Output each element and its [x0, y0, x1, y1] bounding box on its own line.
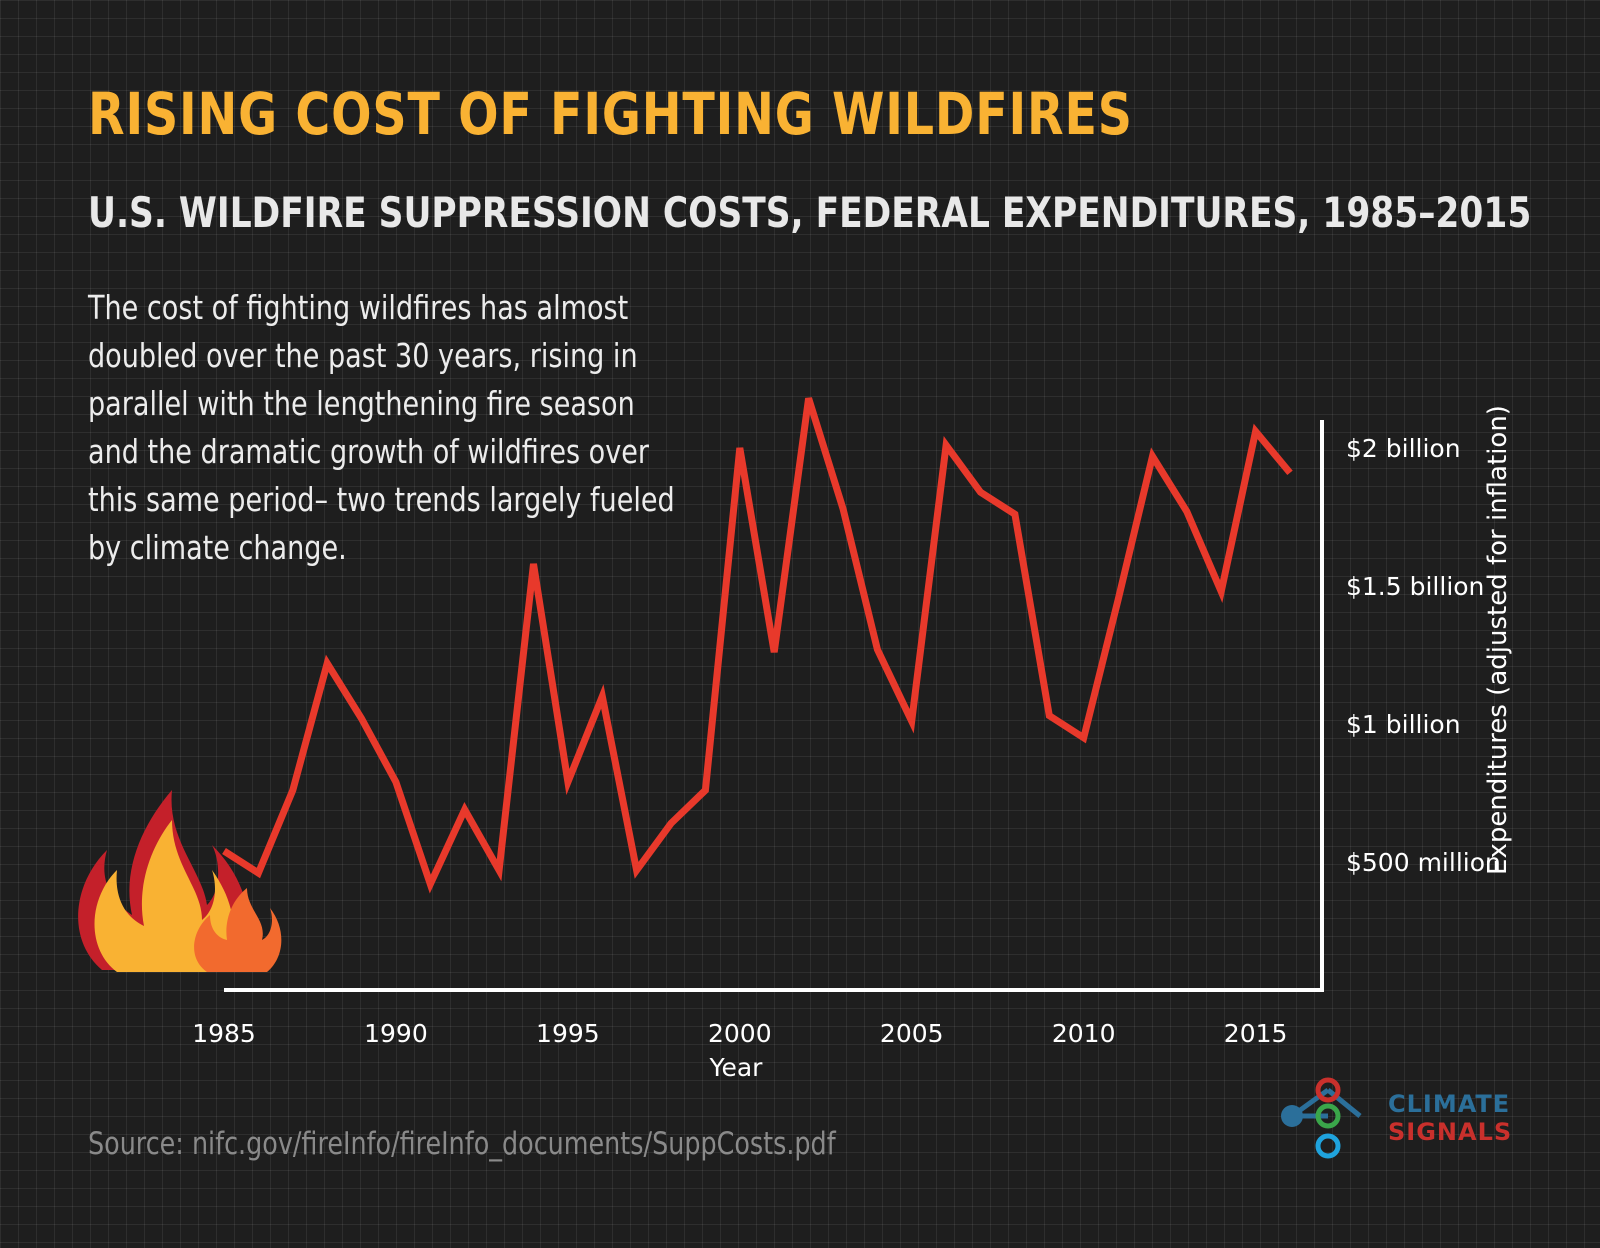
chart-ticks: 1985 1990 1995 2000 2005 2010 2015 Year $500 mil…	[192, 405, 1513, 1082]
logo-text-climate: CLIMATE	[1388, 1090, 1511, 1118]
x-tick-label-1995: 1995	[536, 1019, 600, 1048]
chart-title: RISING COST OF FIGHTING WILDFIRES	[88, 80, 1133, 148]
x-tick-label-2000: 2000	[708, 1019, 772, 1048]
x-tick-label-2005: 2005	[880, 1019, 944, 1048]
x-axis-label: Year	[709, 1053, 764, 1082]
y-tick-label-2000: $2 billion	[1346, 434, 1461, 463]
chart-description: The cost of fighting wildfires has almos…	[88, 288, 675, 567]
logo-mark-icon	[1281, 1077, 1362, 1159]
chart-subtitle: U.S. WILDFIRE SUPPRESSION COSTS, FEDERAL…	[88, 188, 1532, 237]
chart-axes	[224, 420, 1324, 992]
x-tick-label-2010: 2010	[1052, 1019, 1116, 1048]
x-tick-label-2015: 2015	[1224, 1019, 1288, 1048]
y-tick-label-1500: $1.5 billion	[1346, 572, 1484, 601]
source-note: Source: nifc.gov/fireInfo/fireInfo_docum…	[88, 1126, 836, 1162]
climate-signals-logo: CLIMATE SIGNALS	[1278, 1070, 1518, 1166]
x-tick-label-1990: 1990	[364, 1019, 428, 1048]
flame-icon	[78, 790, 282, 972]
logo-text-signals: SIGNALS	[1388, 1118, 1513, 1146]
y-tick-label-1000: $1 billion	[1346, 710, 1461, 739]
y-axis-label: Expenditures (adjusted for inflation)	[1483, 405, 1513, 875]
y-tick-label-500: $500 million	[1346, 848, 1501, 877]
chart-series	[222, 397, 1293, 894]
x-tick-label-1985: 1985	[192, 1019, 256, 1048]
series-line	[222, 397, 1293, 894]
